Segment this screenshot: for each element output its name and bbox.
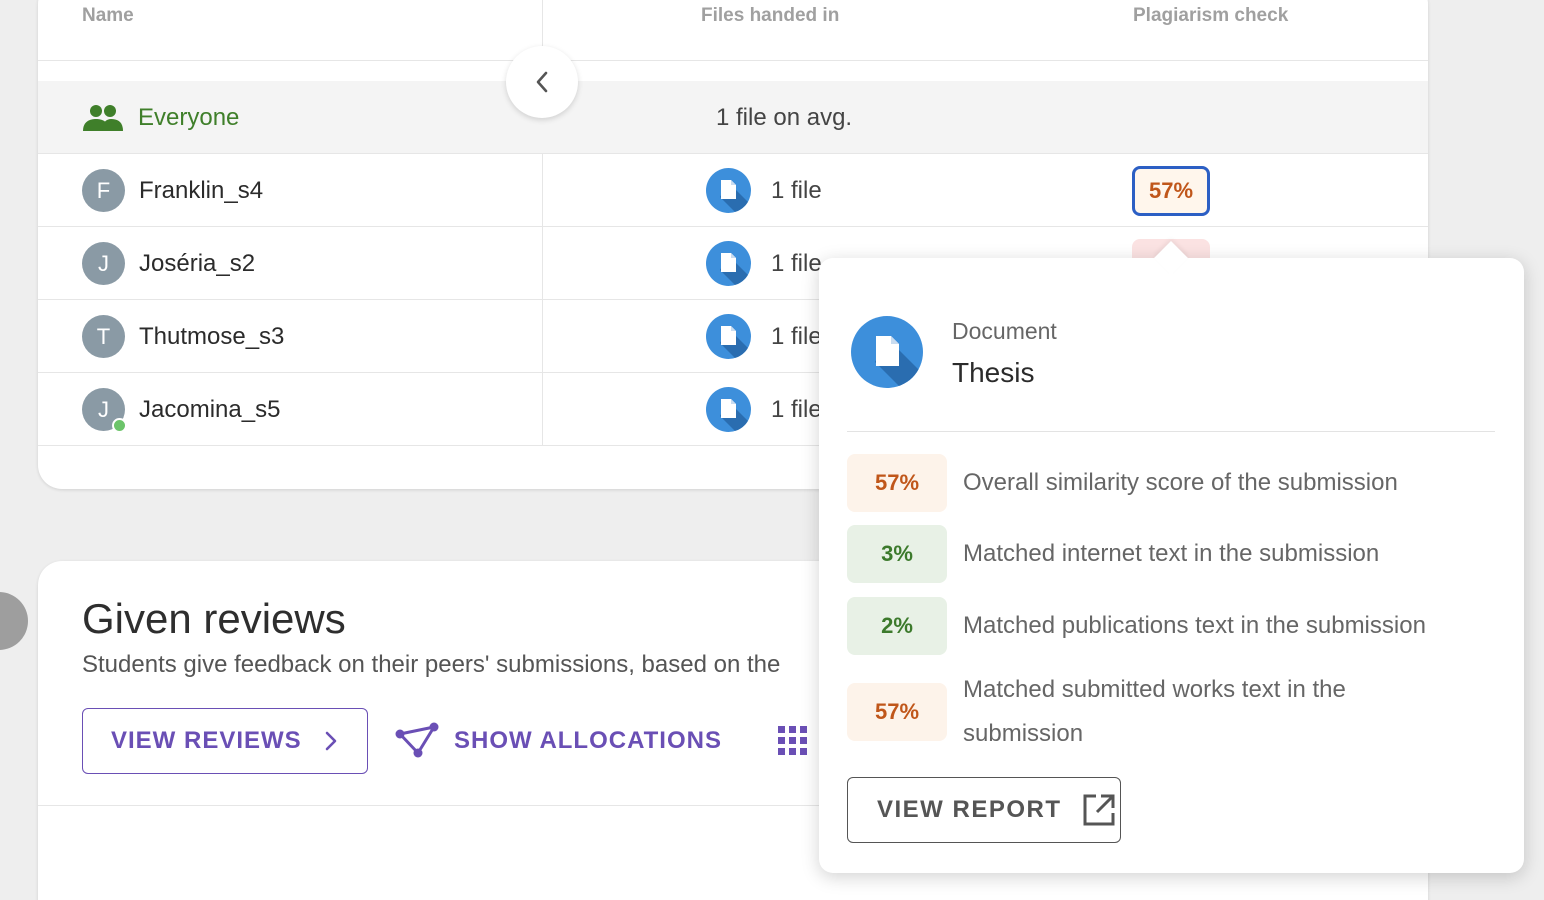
allocation-graph-icon xyxy=(395,722,439,758)
document-icon xyxy=(851,316,923,388)
file-icon[interactable] xyxy=(706,387,751,432)
files-count: 1 file xyxy=(771,322,822,350)
show-allocations-button[interactable]: SHOW ALLOCATIONS xyxy=(394,721,722,761)
files-count: 1 file xyxy=(771,395,822,423)
document-name: Thesis xyxy=(952,357,1035,388)
files-count: 1 file xyxy=(771,176,822,204)
avatar: J xyxy=(82,242,125,285)
plagiarism-score-badge[interactable]: 57% xyxy=(1132,166,1210,216)
avatar: F xyxy=(82,169,125,212)
column-divider xyxy=(542,0,543,445)
file-icon[interactable] xyxy=(706,241,751,286)
avatar: J xyxy=(82,388,127,433)
document-label: Document xyxy=(952,318,1057,344)
everyone-label: Everyone xyxy=(138,103,240,131)
metric-publications-match: 2% Matched publications text in the subm… xyxy=(847,597,1495,655)
section-description: Students give feedback on their peers' s… xyxy=(82,651,781,678)
table-header: Name Files handed in Plagiarism check xyxy=(38,0,1428,61)
metric-label: Matched submitted works text in the subm… xyxy=(963,676,1346,747)
metric-label: Matched publications text in the submiss… xyxy=(963,612,1426,639)
column-header-files[interactable]: Files handed in xyxy=(701,5,840,26)
file-icon[interactable] xyxy=(706,314,751,359)
chevron-left-icon xyxy=(536,71,548,93)
metric-overall-similarity: 57% Overall similarity score of the subm… xyxy=(847,454,1495,512)
submissions-table-card: Name Files handed in Plagiarism check Ev… xyxy=(38,0,1428,489)
online-status-dot xyxy=(112,418,127,433)
table-row-everyone[interactable]: Everyone 1 file on avg. xyxy=(38,81,1428,154)
table-row[interactable]: F Franklin_s4 1 file 57% xyxy=(38,154,1428,227)
metric-submitted-works-match: 57% Matched submitted works text in the … xyxy=(847,668,1495,756)
metric-label: Matched internet text in the submission xyxy=(963,540,1380,567)
student-name[interactable]: Joséria_s2 xyxy=(139,249,256,277)
student-name[interactable]: Thutmose_s3 xyxy=(139,322,285,350)
metric-badge: 57% xyxy=(847,683,947,741)
file-icon[interactable] xyxy=(706,168,751,213)
column-header-plagiarism[interactable]: Plagiarism check xyxy=(1133,5,1289,26)
student-name[interactable]: Jacomina_s5 xyxy=(139,395,281,423)
divider xyxy=(38,805,1428,806)
external-link-icon xyxy=(1083,794,1115,826)
metric-internet-match: 3% Matched internet text in the submissi… xyxy=(847,525,1495,583)
view-report-button[interactable]: VIEW REPORT xyxy=(847,777,1121,843)
grid-icon[interactable] xyxy=(778,726,808,756)
metric-badge: 2% xyxy=(847,597,947,655)
collapse-column-button[interactable] xyxy=(506,46,578,118)
metric-badge: 3% xyxy=(847,525,947,583)
table-row[interactable]: T Thutmose_s3 1 file xyxy=(38,300,1428,373)
divider xyxy=(847,431,1495,432)
scroll-handle[interactable] xyxy=(0,592,28,650)
chevron-right-icon xyxy=(325,731,336,751)
files-count: 1 file xyxy=(771,249,822,277)
metric-label: Overall similarity score of the submissi… xyxy=(963,469,1398,496)
section-title: Given reviews xyxy=(82,595,346,642)
column-header-name[interactable]: Name xyxy=(82,5,134,26)
avatar: T xyxy=(82,315,125,358)
table-row[interactable]: J Jacomina_s5 1 file xyxy=(38,373,1428,446)
plagiarism-popover: Document Thesis 57% Overall similarity s… xyxy=(819,241,1524,873)
view-reviews-button[interactable]: VIEW REVIEWS xyxy=(82,708,368,774)
group-icon xyxy=(83,104,123,131)
metric-badge: 57% xyxy=(847,454,947,512)
student-name[interactable]: Franklin_s4 xyxy=(139,176,264,204)
files-average: 1 file on avg. xyxy=(716,103,853,131)
